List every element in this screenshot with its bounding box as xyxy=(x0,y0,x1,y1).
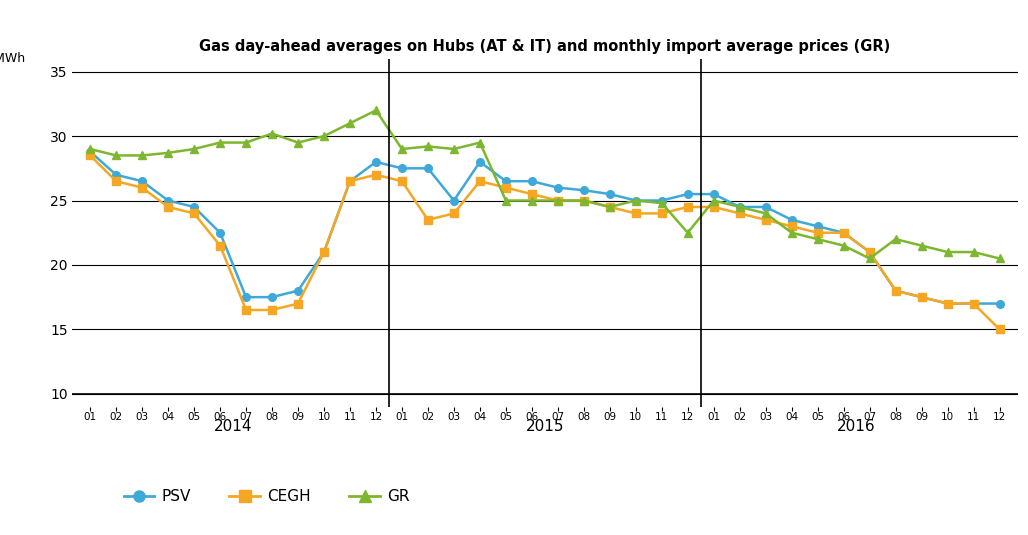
Text: 2016: 2016 xyxy=(838,419,876,434)
Text: 2015: 2015 xyxy=(525,419,564,434)
Legend: PSV, CEGH, GR: PSV, CEGH, GR xyxy=(117,483,416,510)
Text: 2014: 2014 xyxy=(214,419,252,434)
Y-axis label: €/MWh: €/MWh xyxy=(0,52,25,65)
Title: Gas day-ahead averages on Hubs (AT & IT) and monthly import average prices (GR): Gas day-ahead averages on Hubs (AT & IT)… xyxy=(199,39,890,54)
